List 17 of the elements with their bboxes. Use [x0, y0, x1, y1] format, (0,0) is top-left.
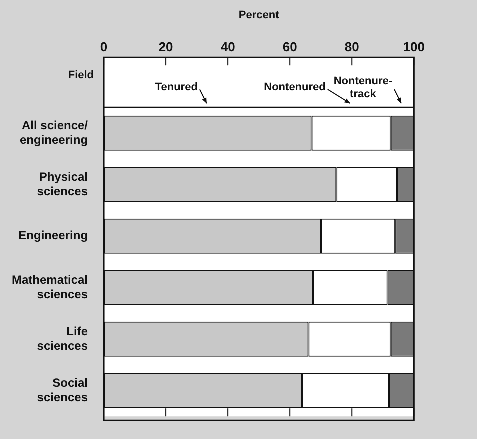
- text: Tenured: [155, 82, 198, 94]
- x-axis-title: Percent: [238, 10, 280, 22]
- x-tick-label: 80: [344, 39, 360, 54]
- y-tick-label: Mathematical sciences: [12, 272, 88, 302]
- y-axis-title: Field: [68, 70, 94, 82]
- y-tick-label: Life sciences: [37, 324, 88, 353]
- x-tick-label: 60: [282, 39, 298, 54]
- y-tick-label: Social sciences: [37, 376, 88, 404]
- y-tick-label: All science/engineering: [20, 118, 89, 147]
- x-tick-label: 20: [158, 39, 174, 54]
- x-tick-label: 100: [403, 39, 426, 54]
- y-tick-label: Engineering: [18, 228, 88, 243]
- x-tick-label: 40: [220, 39, 236, 54]
- series-label: Nontenure-track: [334, 76, 393, 101]
- text: Nontenured: [264, 82, 326, 94]
- x-tick-label: 0: [100, 39, 108, 54]
- y-tick-label: Physical sciences: [37, 170, 88, 198]
